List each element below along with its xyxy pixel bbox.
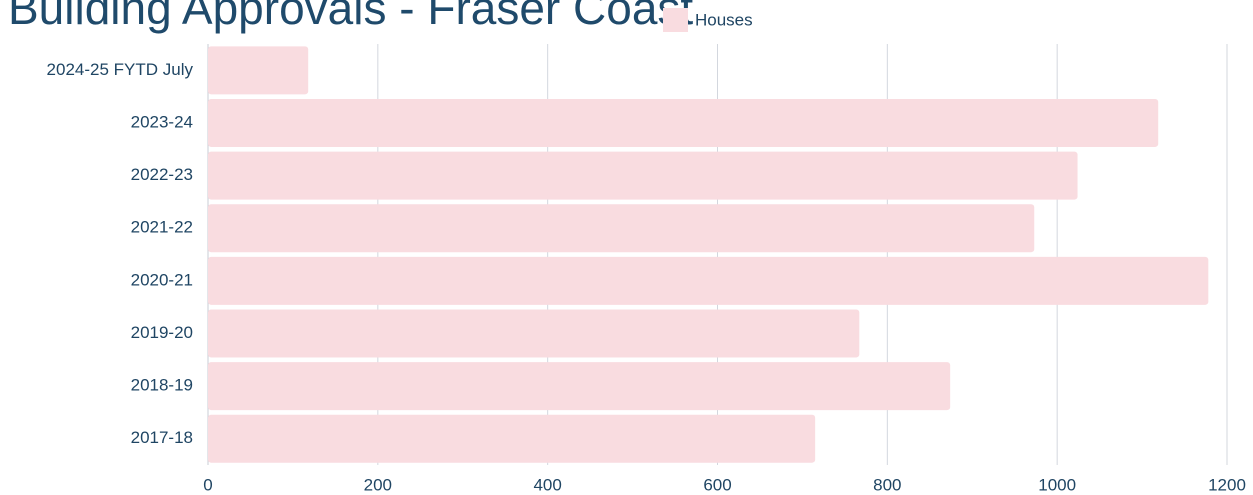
y-tick-label: 2022-23 <box>131 165 193 184</box>
x-tick-label: 0 <box>203 475 212 494</box>
y-tick-label: 2019-20 <box>131 323 193 342</box>
x-tick-label: 400 <box>533 475 561 494</box>
x-tick-label: 1200 <box>1208 475 1246 494</box>
x-tick-label: 600 <box>703 475 731 494</box>
bar <box>208 256 1209 305</box>
bar <box>208 98 1159 147</box>
bar <box>208 309 860 358</box>
y-tick-label: 2021-22 <box>131 218 193 237</box>
x-tick-label: 200 <box>364 475 392 494</box>
bar <box>208 46 309 95</box>
bar <box>208 151 1078 200</box>
x-tick-label: 1000 <box>1038 475 1076 494</box>
legend-swatch <box>663 8 688 32</box>
bar <box>208 414 816 463</box>
y-tick-label: 2017-18 <box>131 428 193 447</box>
y-tick-label: 2020-21 <box>131 270 193 289</box>
bar <box>208 204 1035 253</box>
legend-label: Houses <box>695 10 753 29</box>
y-tick-label: 2024-25 FYTD July <box>47 60 194 79</box>
x-tick-label: 800 <box>873 475 901 494</box>
y-tick-label: 2018-19 <box>131 376 193 395</box>
chart-title: Building Approvals - Fraser Coast <box>8 0 693 34</box>
y-tick-label: 2023-24 <box>131 112 193 131</box>
bar <box>208 362 951 411</box>
